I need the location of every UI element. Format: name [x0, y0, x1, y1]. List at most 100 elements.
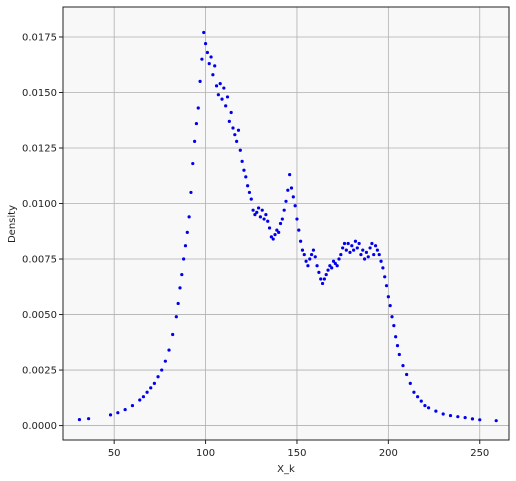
data-point [200, 57, 204, 61]
data-point [352, 248, 356, 252]
data-point [225, 95, 230, 99]
data-point [302, 252, 306, 257]
data-point [163, 359, 167, 363]
data-point [205, 50, 210, 55]
data-point [364, 250, 369, 254]
data-point [361, 248, 365, 252]
data-point [240, 159, 244, 163]
data-point [273, 233, 277, 237]
data-point [253, 213, 257, 217]
y-tick-label: 0.0050 [22, 310, 57, 321]
data-point [251, 208, 255, 212]
data-point [193, 139, 197, 143]
data-point [77, 417, 82, 422]
data-point [419, 399, 423, 403]
data-point [286, 188, 290, 192]
data-point [320, 281, 325, 286]
data-point [202, 30, 206, 35]
data-point [377, 252, 381, 257]
data-point [255, 210, 259, 214]
data-point [494, 419, 498, 423]
data-point [306, 264, 310, 268]
data-point [280, 217, 284, 221]
data-point [375, 248, 379, 252]
data-point [456, 415, 460, 419]
data-point [138, 398, 142, 402]
data-point [275, 228, 279, 232]
data-point [383, 275, 387, 279]
data-point [478, 418, 482, 422]
data-point [180, 272, 184, 277]
data-point [256, 206, 261, 210]
data-point [373, 244, 378, 248]
data-point [384, 284, 389, 288]
data-point [288, 173, 292, 177]
data-point [189, 190, 193, 195]
plot-area [63, 7, 509, 440]
data-point [284, 199, 288, 203]
data-point [388, 304, 392, 308]
y-tick-label: 0.0125 [22, 144, 57, 155]
data-point [242, 168, 246, 172]
data-point [233, 133, 237, 137]
data-point [116, 411, 120, 415]
data-point [317, 270, 321, 274]
data-point [463, 415, 467, 420]
data-point [324, 272, 328, 277]
data-point [214, 84, 219, 88]
data-point [311, 248, 316, 252]
data-point [335, 264, 339, 268]
data-point [266, 219, 270, 223]
data-point [299, 239, 303, 243]
data-point [182, 257, 186, 261]
data-point [238, 148, 242, 152]
data-point [278, 221, 283, 226]
data-point [267, 226, 272, 230]
data-point [379, 259, 383, 263]
data-point [196, 106, 200, 110]
data-point [289, 186, 294, 190]
data-point [194, 121, 199, 126]
data-point [224, 104, 228, 108]
data-point [315, 264, 319, 268]
data-point [395, 344, 400, 348]
data-point [145, 390, 149, 394]
data-point [394, 335, 398, 339]
data-point [235, 139, 239, 143]
data-point [174, 315, 178, 319]
data-point [470, 417, 475, 421]
data-point [300, 248, 305, 252]
data-point [209, 55, 213, 59]
data-point [328, 264, 332, 268]
data-point [176, 301, 180, 306]
y-axis-title: Density [7, 205, 18, 243]
data-point [211, 73, 215, 77]
y-tick-label: 0.0075 [22, 255, 57, 266]
data-point [160, 368, 164, 372]
data-point [86, 417, 91, 421]
x-tick-label: 50 [108, 448, 121, 459]
data-point [359, 252, 363, 257]
data-point [304, 259, 308, 263]
data-point [390, 315, 394, 319]
data-point [339, 252, 343, 257]
data-point [386, 295, 390, 299]
data-point [423, 403, 427, 408]
data-point [372, 252, 376, 257]
data-point [152, 381, 156, 385]
data-point [348, 250, 352, 254]
data-point [271, 237, 275, 241]
data-point [408, 381, 412, 385]
data-point [448, 413, 453, 418]
data-point [249, 197, 253, 201]
data-point [130, 403, 135, 408]
data-point [381, 266, 385, 270]
data-point [246, 184, 250, 188]
x-tick-label: 200 [379, 448, 398, 459]
data-point [229, 110, 233, 115]
y-tick-label: 0.0100 [22, 199, 57, 210]
data-point [260, 208, 264, 212]
x-tick-label: 150 [287, 448, 306, 459]
plot-frame [62, 6, 510, 441]
data-point [357, 241, 361, 246]
